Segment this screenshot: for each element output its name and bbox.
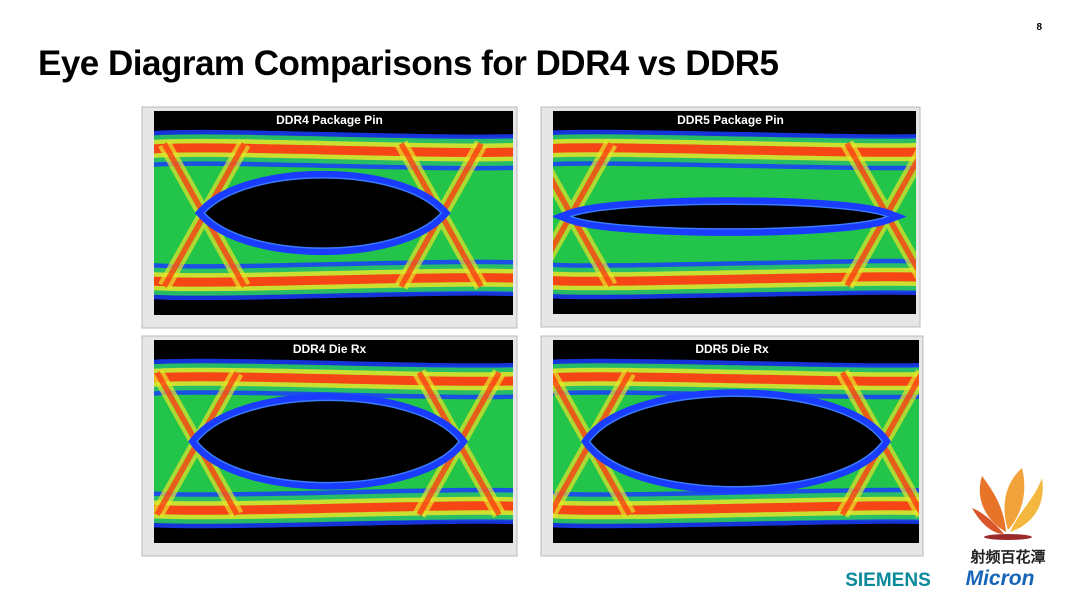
trace-band: [553, 372, 919, 386]
eye-opening: [588, 395, 884, 488]
micron-logo: Micron: [966, 567, 1035, 590]
petal: [979, 476, 1006, 532]
trace-band: [553, 272, 916, 286]
eye-traces: [553, 129, 916, 300]
page-number: 8: [1036, 22, 1042, 33]
petal: [1010, 478, 1043, 532]
panel-title: DDR5 Package Pin: [677, 113, 784, 127]
panel-title: DDR4 Package Pin: [276, 113, 383, 127]
trace-band: [154, 501, 513, 515]
eye-panel: DDR4 Die Rx: [141, 335, 518, 557]
eye-opening: [569, 203, 890, 230]
eye-traces: [553, 358, 919, 529]
trace-band: [553, 501, 919, 515]
trace-band: [553, 143, 916, 157]
panel-title: DDR4 Die Rx: [293, 342, 367, 356]
watermark-text: 射频百花潭: [969, 548, 1045, 566]
eye-traces: [154, 129, 513, 301]
eye-panel: DDR4 Package Pin: [141, 106, 518, 329]
petal: [972, 508, 1004, 534]
eye-opening: [203, 177, 443, 249]
eye-traces: [154, 358, 513, 529]
siemens-logo: SIEMENS: [845, 570, 931, 591]
trace-band: [154, 273, 513, 287]
eye-panel: DDR5 Die Rx: [540, 335, 924, 557]
logo-mark: [972, 468, 1043, 540]
petal-base: [984, 534, 1032, 540]
trace-band: [154, 372, 513, 386]
eye-opening: [196, 399, 461, 484]
eye-panel: DDR5 Package Pin: [540, 106, 921, 328]
trace-band: [154, 143, 513, 157]
panel-title: DDR5 Die Rx: [695, 342, 769, 356]
petal: [1004, 468, 1025, 530]
slide-title: Eye Diagram Comparisons for DDR4 vs DDR5: [38, 44, 779, 83]
panel-group: DDR4 Package Pin DDR5 Package Pin DDR4 Die…: [141, 106, 924, 557]
